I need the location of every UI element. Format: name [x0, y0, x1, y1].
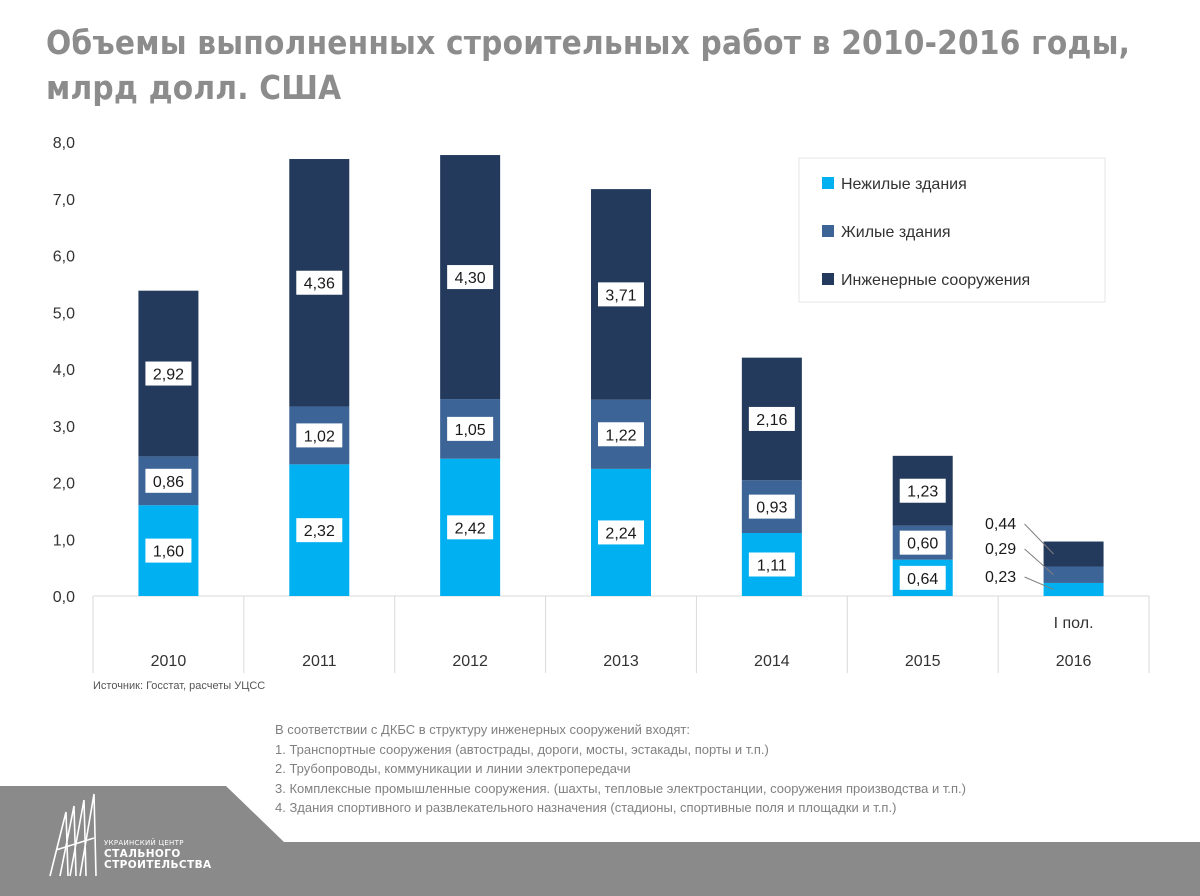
data-label-box: [899, 565, 946, 590]
data-label-box: [296, 270, 343, 295]
x-tick-label: 2014: [754, 653, 790, 670]
data-label-box: [748, 494, 795, 519]
chart-title-line1: Объемы выполненных строительных работ в …: [46, 23, 1131, 62]
leader-line: [1024, 523, 1054, 555]
bar-segment-2016-0: [1043, 582, 1104, 596]
note-item-3: 3. Комплексные промышленные сооружения. …: [275, 780, 966, 796]
logo-line3: СТРОИТЕЛЬСТВА: [104, 859, 212, 871]
data-label-box: [145, 538, 192, 563]
notes-list: В соответствии с ДКБС в структуру инжене…: [275, 720, 966, 818]
logo: УКРАИНСКИЙ ЦЕНТР СТАЛЬНОГО СТРОИТЕЛЬСТВА: [104, 838, 212, 871]
data-label: 1,05: [455, 422, 486, 439]
bar-segment-2016-2: [1043, 541, 1104, 567]
data-label-box: [447, 416, 494, 441]
data-label-box: [899, 478, 946, 503]
data-label: 4,30: [455, 270, 486, 287]
data-label: 1,23: [907, 484, 938, 501]
y-tick-label: 8,0: [53, 135, 75, 152]
logo-line1: УКРАИНСКИЙ ЦЕНТР: [104, 839, 184, 847]
data-label-box: [748, 552, 795, 577]
data-label-box: [598, 422, 644, 447]
data-label-box: [447, 265, 494, 290]
data-label: 0,60: [907, 536, 938, 553]
chart-title-line2: млрд долл. США: [46, 68, 342, 107]
data-label: 4,36: [304, 276, 335, 293]
data-label: 0,29: [985, 541, 1016, 558]
note-item-2: 2. Трубопроводы, коммуникации и линии эл…: [275, 761, 631, 776]
data-label: 1,02: [304, 428, 335, 445]
data-label: 2,42: [455, 520, 486, 537]
data-label-box: [748, 406, 795, 431]
data-label-box: [296, 518, 343, 543]
bar-segment-2016-1: [1043, 566, 1104, 583]
footer-band: [0, 786, 1200, 896]
x-tick-label: 2013: [603, 653, 639, 670]
data-label: 3,71: [605, 287, 636, 304]
legend-swatch: [822, 273, 834, 285]
stacked-bar-chart: 0,0 1,0 2,0 3,0 4,0 5,0 6,0 7,0 8,0 2010 2011 2012 2…: [53, 135, 1150, 673]
x-tick-sublabel: I пол.: [1054, 615, 1094, 632]
data-label: 1,60: [153, 544, 184, 561]
x-tick-label: 2015: [905, 653, 941, 670]
legend-swatch: [822, 225, 834, 237]
legend-swatch: [822, 177, 834, 189]
data-label-box: [598, 282, 644, 307]
note-item-1: 1. Транспортные сооружения (автострады, …: [275, 741, 769, 757]
data-label: 1,11: [757, 558, 787, 575]
y-tick-label: 7,0: [53, 192, 75, 209]
source-note: Источник: Госстат, расчеты УЦСС: [93, 680, 266, 692]
data-label: 2,24: [605, 525, 636, 542]
y-tick-label: 1,0: [53, 532, 75, 549]
legend-label: Нежилые здания: [841, 176, 967, 193]
footer-shape: [0, 786, 1200, 896]
chart-title: Объемы выполненных строительных работ в …: [46, 20, 1130, 110]
data-label: 2,16: [756, 412, 787, 429]
x-tick-label: 2010: [151, 653, 187, 670]
y-tick-label: 2,0: [53, 476, 75, 493]
data-label-box: [145, 361, 192, 386]
data-label: 0,93: [756, 500, 787, 517]
logo-line2: СТАЛЬНОГО: [104, 848, 181, 860]
y-tick-label: 6,0: [53, 249, 75, 266]
data-label: 0,64: [907, 571, 938, 588]
y-tick-label: 3,0: [53, 419, 75, 436]
data-label: 1,22: [605, 427, 636, 444]
x-tick-label: 2011: [302, 653, 337, 670]
data-label: 0,23: [985, 569, 1016, 586]
leader-line: [1024, 548, 1054, 576]
notes-intro: В соответствии с ДКБС в структуру инжене…: [275, 722, 690, 737]
data-label: 0,44: [985, 516, 1016, 533]
data-label-box: [447, 515, 494, 540]
x-tick-label: 2012: [452, 653, 488, 670]
data-label: 2,32: [304, 523, 335, 540]
y-tick-label: 0,0: [53, 589, 75, 606]
legend-label: Инженерные сооружения: [841, 272, 1030, 289]
legend-label: Жилые здания: [841, 224, 951, 241]
data-label-box: [296, 423, 343, 448]
y-tick-label: 5,0: [53, 305, 75, 322]
x-tick-label: 2016: [1056, 653, 1092, 670]
note-item-4: 4. Здания спортивного и развлекательного…: [275, 800, 897, 815]
leader-line: [1024, 576, 1054, 590]
legend-box: [798, 157, 1106, 303]
data-label: 0,86: [153, 474, 184, 491]
data-label: 2,92: [153, 367, 184, 384]
logo-mark-icon: [49, 793, 97, 877]
data-label-box: [899, 530, 946, 555]
y-tick-label: 4,0: [53, 362, 75, 379]
data-label-box: [598, 520, 644, 545]
data-label-box: [145, 468, 192, 493]
